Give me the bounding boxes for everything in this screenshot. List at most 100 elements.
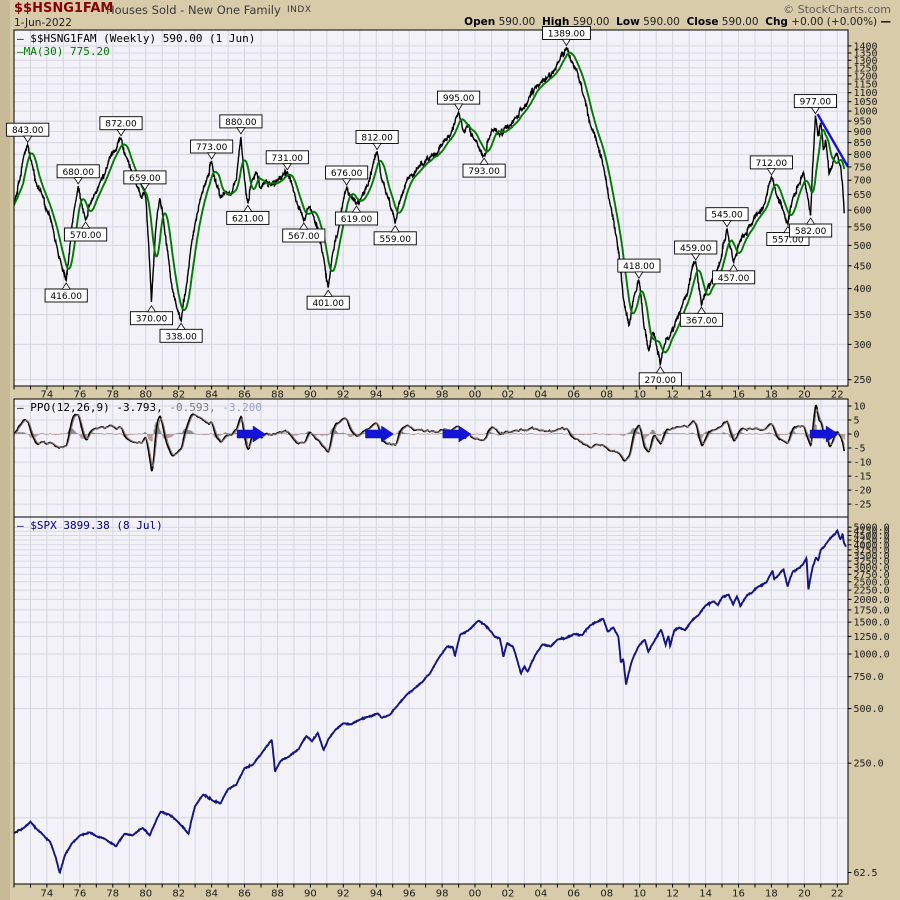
svg-text:00: 00 <box>469 390 482 401</box>
svg-text:10: 10 <box>854 402 866 413</box>
svg-text:4250.0: 4250.0 <box>854 536 890 547</box>
open-label: Open <box>464 16 496 28</box>
svg-text:712.00: 712.00 <box>756 159 788 169</box>
svg-text:619.00: 619.00 <box>341 215 373 225</box>
svg-text:-25: -25 <box>854 500 872 511</box>
svg-text:16: 16 <box>732 889 745 900</box>
line-swatch: — <box>17 32 24 45</box>
svg-text:14: 14 <box>699 889 712 900</box>
svg-text:1750.0: 1750.0 <box>854 605 890 616</box>
low-value: 590.00 <box>643 16 680 28</box>
svg-text:20: 20 <box>798 889 811 900</box>
svg-text:12: 12 <box>666 889 679 900</box>
svg-text:350: 350 <box>854 310 872 321</box>
svg-text:04: 04 <box>535 889 548 900</box>
svg-text:500: 500 <box>854 241 872 252</box>
svg-text:977.00: 977.00 <box>800 98 832 108</box>
svg-text:1389.00: 1389.00 <box>548 30 585 40</box>
close-label: Close <box>686 16 719 28</box>
svg-text:559.00: 559.00 <box>379 235 411 245</box>
panel-borders <box>13 29 849 885</box>
svg-text:78: 78 <box>106 889 119 900</box>
svg-text:90: 90 <box>304 889 317 900</box>
svg-text:545.00: 545.00 <box>711 211 743 221</box>
ppo-hist-value: -3.200 <box>215 401 263 414</box>
svg-text:5: 5 <box>854 416 860 427</box>
svg-text:1400: 1400 <box>854 41 878 52</box>
ppo-y-axis: 10 5 0 -5 -10 -15 -20 -25 <box>848 402 872 511</box>
main-legend: — $$HSNG1FAM (Weekly) 590.00 (1 Jun) <box>17 32 255 45</box>
svg-text:3750.0: 3750.0 <box>854 545 890 556</box>
svg-text:10: 10 <box>633 889 646 900</box>
svg-text:74: 74 <box>41 889 54 900</box>
svg-text:457.00: 457.00 <box>718 274 750 284</box>
symbol-name: Houses Sold - New One Family <box>106 3 281 17</box>
price-annotations: 843.00 680.00 570.00 872.00 416.00 659.00 370.… <box>6 26 837 387</box>
svg-text:416.00: 416.00 <box>50 292 82 302</box>
svg-text:600: 600 <box>854 206 872 217</box>
svg-text:10: 10 <box>633 390 646 401</box>
svg-text:731.00: 731.00 <box>272 154 304 164</box>
svg-text:-15: -15 <box>854 472 872 483</box>
chg-value: +0.00 (+0.00%) <box>791 16 878 28</box>
svg-text:750: 750 <box>854 162 872 173</box>
svg-text:76: 76 <box>74 889 87 900</box>
svg-text:250.0: 250.0 <box>854 759 884 770</box>
svg-text:02: 02 <box>502 889 515 900</box>
last-price-marker: — <box>880 16 892 28</box>
close-value: 590.00 <box>721 16 759 28</box>
high-label: High <box>542 16 570 28</box>
svg-text:76: 76 <box>74 390 87 401</box>
svg-text:582.00: 582.00 <box>795 227 827 237</box>
svg-text:4500.0: 4500.0 <box>854 531 890 542</box>
svg-text:2250.0: 2250.0 <box>854 586 890 597</box>
svg-text:0: 0 <box>854 430 860 441</box>
chg-label: Chg <box>765 16 788 28</box>
svg-text:90: 90 <box>304 390 317 401</box>
svg-text:550: 550 <box>854 222 872 233</box>
ppo-histogram <box>14 422 846 442</box>
svg-text:1300: 1300 <box>854 56 878 67</box>
symbol-title: $$HSNG1FAM <box>14 1 114 16</box>
spx-legend: — $SPX 3899.38 (8 Jul) <box>17 519 163 532</box>
low-label: Low <box>616 16 640 28</box>
svg-text:850: 850 <box>854 138 872 149</box>
svg-text:1000.0: 1000.0 <box>854 650 890 661</box>
svg-text:338.00: 338.00 <box>165 332 197 342</box>
svg-text:84: 84 <box>205 889 218 900</box>
svg-text:418.00: 418.00 <box>623 262 655 272</box>
svg-text:401.00: 401.00 <box>312 299 344 309</box>
svg-text:92: 92 <box>337 390 350 401</box>
svg-text:04: 04 <box>535 390 548 401</box>
svg-text:270.00: 270.00 <box>645 376 677 386</box>
svg-text:08: 08 <box>600 390 613 401</box>
svg-text:-10: -10 <box>854 458 872 469</box>
ma-legend-text: MA(30) 775.20 <box>23 45 110 58</box>
ohlc-quote-row: Open 590.00 High 590.00 Low 590.00 Close… <box>464 16 891 28</box>
svg-text:750.0: 750.0 <box>854 672 884 683</box>
svg-text:80: 80 <box>139 390 152 401</box>
svg-text:1250: 1250 <box>854 63 878 74</box>
svg-text:80: 80 <box>139 889 152 900</box>
svg-text:82: 82 <box>172 889 185 900</box>
svg-text:22: 22 <box>831 889 844 900</box>
symbol-exchange: INDX <box>287 5 312 15</box>
svg-text:1350: 1350 <box>854 49 878 60</box>
svg-text:08: 08 <box>600 889 613 900</box>
svg-text:86: 86 <box>238 889 251 900</box>
svg-text:1500.0: 1500.0 <box>854 618 890 629</box>
svg-text:88: 88 <box>271 889 284 900</box>
ppo-signal-value: -0.593, <box>162 401 216 414</box>
svg-text:20: 20 <box>798 390 811 401</box>
high-value: 590.00 <box>572 16 610 28</box>
chart-date: 1-Jun-2022 <box>14 17 72 29</box>
svg-text:800: 800 <box>854 150 872 161</box>
svg-text:98: 98 <box>436 390 449 401</box>
svg-text:94: 94 <box>370 390 383 401</box>
svg-text:18: 18 <box>765 889 778 900</box>
svg-text:250: 250 <box>854 375 872 386</box>
svg-text:700: 700 <box>854 176 872 187</box>
svg-text:16: 16 <box>732 390 745 401</box>
ma-legend: —MA(30) 775.20 <box>17 45 110 58</box>
